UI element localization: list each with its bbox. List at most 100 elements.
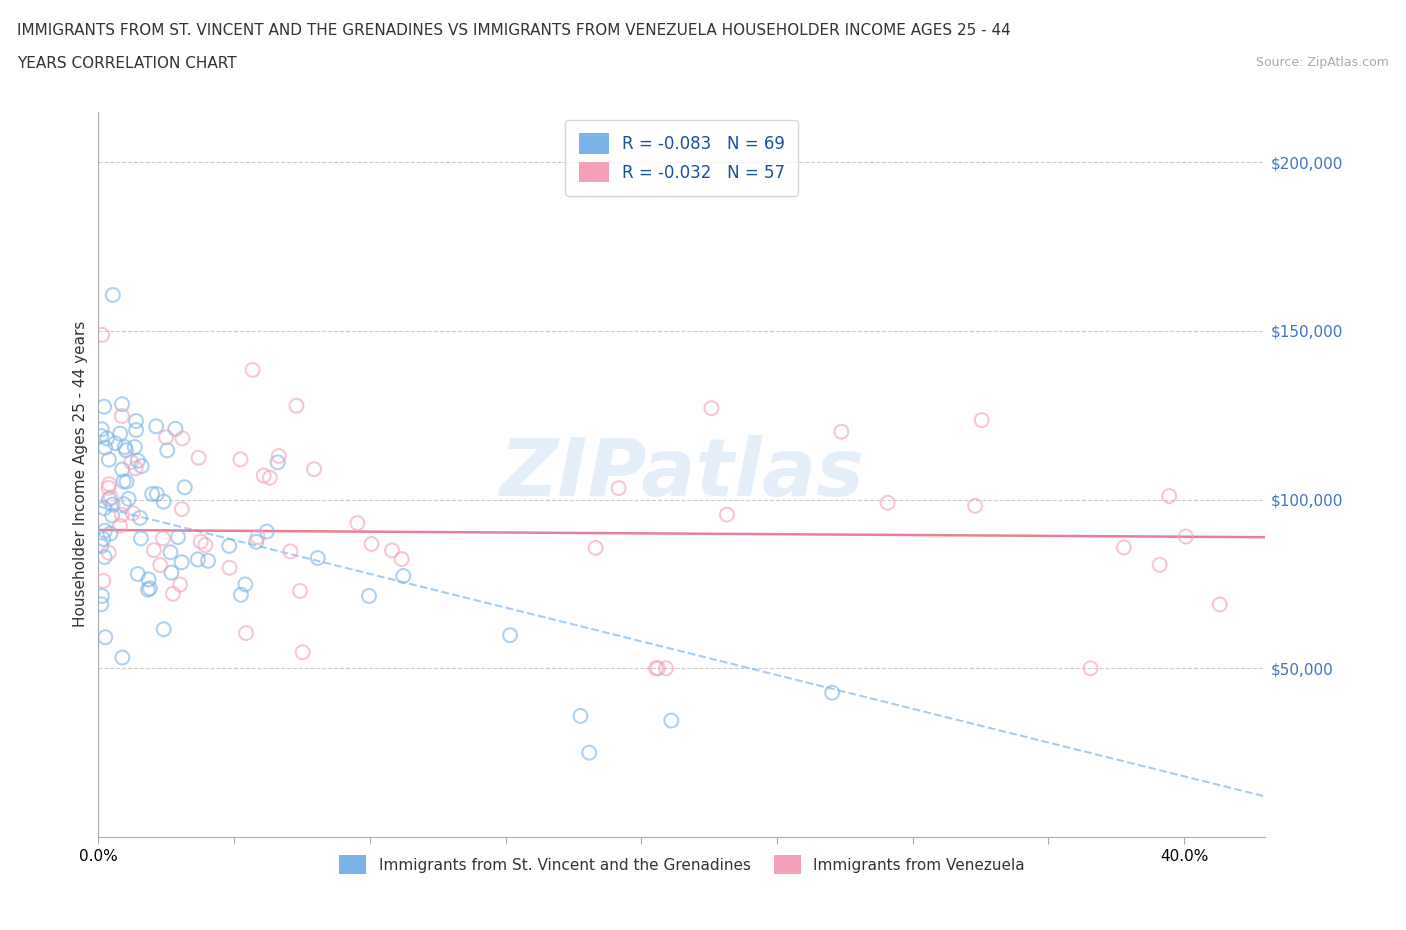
Point — [93, 550, 115, 565]
Point — [111, 408, 134, 423]
Point — [499, 628, 522, 643]
Point — [129, 531, 152, 546]
Point — [120, 455, 142, 470]
Point — [162, 586, 184, 601]
Y-axis label: Householder Income Ages 25 - 44 years: Householder Income Ages 25 - 44 years — [73, 321, 89, 628]
Point — [114, 440, 136, 455]
Point — [91, 531, 114, 546]
Point — [259, 471, 281, 485]
Point — [152, 622, 174, 637]
Point — [101, 287, 124, 302]
Point — [129, 511, 152, 525]
Point — [280, 544, 302, 559]
Legend: Immigrants from St. Vincent and the Grenadines, Immigrants from Venezuela: Immigrants from St. Vincent and the Gren… — [333, 849, 1031, 880]
Point — [655, 661, 678, 676]
Point — [821, 685, 844, 700]
Point — [1112, 540, 1135, 555]
Point — [659, 713, 682, 728]
Text: IMMIGRANTS FROM ST. VINCENT AND THE GRENADINES VS IMMIGRANTS FROM VENEZUELA HOUS: IMMIGRANTS FROM ST. VINCENT AND THE GREN… — [17, 23, 1011, 38]
Point — [218, 538, 240, 553]
Point — [876, 496, 898, 511]
Point — [288, 583, 311, 598]
Point — [1080, 661, 1102, 676]
Point — [98, 526, 121, 541]
Point — [112, 474, 135, 489]
Point — [124, 440, 146, 455]
Point — [700, 401, 723, 416]
Point — [245, 535, 267, 550]
Point — [93, 399, 115, 414]
Point — [136, 582, 159, 597]
Point — [145, 418, 167, 433]
Point — [170, 555, 193, 570]
Point — [111, 507, 134, 522]
Point — [97, 492, 120, 507]
Point — [156, 443, 179, 458]
Point — [139, 581, 162, 596]
Point — [111, 650, 134, 665]
Point — [172, 431, 194, 445]
Point — [125, 461, 148, 476]
Point — [97, 480, 120, 495]
Point — [302, 462, 325, 477]
Point — [1149, 557, 1171, 572]
Point — [115, 443, 138, 458]
Point — [246, 529, 269, 544]
Point — [101, 508, 124, 523]
Point — [187, 552, 209, 567]
Point — [173, 480, 195, 495]
Point — [267, 448, 290, 463]
Point — [585, 540, 607, 555]
Point — [108, 426, 131, 441]
Point — [125, 414, 148, 429]
Point — [111, 397, 134, 412]
Point — [97, 452, 120, 467]
Point — [94, 524, 117, 538]
Point — [716, 507, 738, 522]
Point — [965, 498, 987, 513]
Point — [307, 551, 329, 565]
Point — [131, 458, 153, 473]
Point — [152, 494, 174, 509]
Point — [569, 709, 592, 724]
Point — [391, 551, 413, 566]
Point — [970, 413, 993, 428]
Point — [607, 481, 630, 496]
Point — [253, 468, 276, 483]
Point — [90, 429, 112, 444]
Point — [381, 543, 404, 558]
Point — [218, 561, 240, 576]
Point — [141, 486, 163, 501]
Point — [242, 363, 264, 378]
Point — [1174, 529, 1197, 544]
Point — [159, 545, 181, 560]
Point — [122, 506, 145, 521]
Point — [233, 577, 256, 591]
Point — [235, 626, 257, 641]
Point — [170, 501, 193, 516]
Point — [1209, 597, 1232, 612]
Point — [578, 745, 600, 760]
Point — [146, 486, 169, 501]
Point — [104, 436, 127, 451]
Point — [645, 661, 668, 676]
Point — [167, 529, 190, 544]
Point — [90, 538, 112, 553]
Point — [152, 531, 174, 546]
Point — [91, 327, 114, 342]
Point — [194, 538, 217, 552]
Point — [160, 565, 183, 580]
Point — [285, 398, 308, 413]
Point — [94, 440, 117, 455]
Point — [169, 578, 191, 592]
Point — [115, 474, 138, 489]
Point — [90, 422, 112, 437]
Point — [91, 589, 114, 604]
Point — [197, 553, 219, 568]
Point — [229, 452, 252, 467]
Point — [111, 462, 134, 477]
Point — [142, 543, 165, 558]
Point — [190, 534, 212, 549]
Point — [155, 430, 177, 445]
Point — [291, 644, 314, 659]
